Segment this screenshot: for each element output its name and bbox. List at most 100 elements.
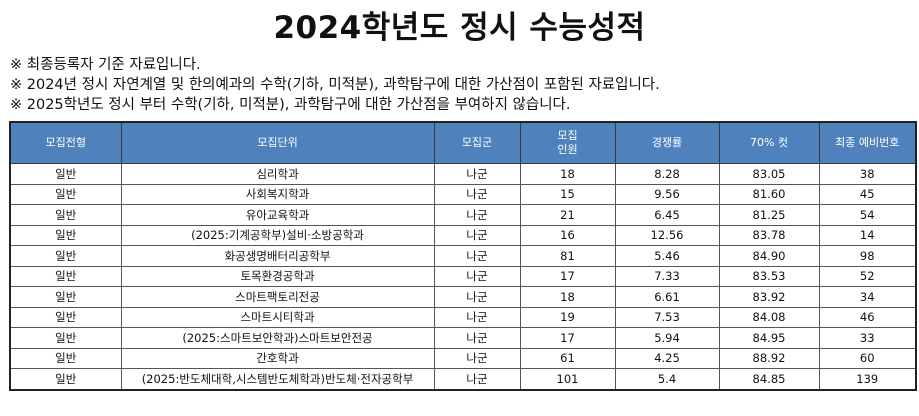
- cell-70-cut: 83.78: [718, 224, 820, 246]
- cell-competition-rate: 8.28: [614, 163, 720, 185]
- cell-recruit-count: 18: [519, 286, 616, 308]
- table-row: 일반 유아교육학과 나군 21 6.45 81.25 54: [9, 204, 917, 226]
- cell-competition-rate: 4.25: [614, 347, 720, 369]
- cell-70-cut: 84.85: [718, 368, 820, 390]
- cell-recruit-type: 일반: [9, 286, 122, 308]
- table-header-row: 모집전형 모집단위 모집군 모집 인원 경쟁률 70% 컷 최종 예비번호: [9, 121, 917, 164]
- cell-competition-rate: 7.33: [614, 265, 720, 287]
- cell-recruit-group: 나군: [433, 204, 521, 226]
- cell-recruit-group: 나군: [433, 163, 521, 185]
- cell-recruit-unit: 심리학과: [120, 163, 435, 185]
- cell-recruit-unit: 사회복지학과: [120, 183, 435, 205]
- table-row: 일반 (2025:스마트보안학과)스마트보안전공 나군 17 5.94 84.95 33: [9, 327, 917, 349]
- cell-recruit-type: 일반: [9, 204, 122, 226]
- cell-recruit-count: 81: [519, 245, 616, 267]
- cell-recruit-type: 일반: [9, 224, 122, 246]
- cell-competition-rate: 6.45: [614, 204, 720, 226]
- cell-recruit-type: 일반: [9, 306, 122, 328]
- header-70-cut: 70% 컷: [718, 121, 820, 164]
- cell-competition-rate: 5.94: [614, 327, 720, 349]
- header-recruit-type: 모집전형: [9, 121, 122, 164]
- cell-70-cut: 83.05: [718, 163, 820, 185]
- cell-recruit-unit: 토목환경공학과: [120, 265, 435, 287]
- header-recruit-count: 모집 인원: [519, 121, 616, 164]
- cell-recruit-count: 21: [519, 204, 616, 226]
- cell-final-waitlist: 14: [818, 224, 917, 246]
- cell-recruit-count: 17: [519, 327, 616, 349]
- cell-recruit-unit: (2025:기계공학부)설비·소방공학과: [120, 224, 435, 246]
- cell-competition-rate: 5.4: [614, 368, 720, 390]
- cell-recruit-type: 일반: [9, 368, 122, 390]
- table-row: 일반 화공생명배터리공학부 나군 81 5.46 84.90 98: [9, 245, 917, 267]
- note-3: ※ 2025학년도 정시 부터 수학(기하, 미적분), 과학탐구에 대한 가산…: [10, 97, 571, 113]
- cell-competition-rate: 6.61: [614, 286, 720, 308]
- table-row: 일반 (2025:반도체대학,시스템반도체학과)반도체·전자공학부 나군 101 5.4…: [9, 368, 917, 390]
- cell-competition-rate: 7.53: [614, 306, 720, 328]
- cell-recruit-type: 일반: [9, 163, 122, 185]
- cell-competition-rate: 5.46: [614, 245, 720, 267]
- cell-final-waitlist: 34: [818, 286, 917, 308]
- cell-recruit-type: 일반: [9, 183, 122, 205]
- cell-final-waitlist: 38: [818, 163, 917, 185]
- cell-recruit-count: 16: [519, 224, 616, 246]
- cell-recruit-unit: 스마트시티학과: [120, 306, 435, 328]
- cell-final-waitlist: 60: [818, 347, 917, 369]
- header-recruit-unit: 모집단위: [120, 121, 435, 164]
- cell-recruit-type: 일반: [9, 265, 122, 287]
- cell-70-cut: 88.92: [718, 347, 820, 369]
- cell-recruit-group: 나군: [433, 347, 521, 369]
- cell-final-waitlist: 33: [818, 327, 917, 349]
- page-title: 2024학년도 정시 수능성적: [273, 10, 646, 46]
- cell-recruit-type: 일반: [9, 347, 122, 369]
- cell-recruit-unit: 스마트팩토리전공: [120, 286, 435, 308]
- cell-final-waitlist: 52: [818, 265, 917, 287]
- cell-recruit-unit: (2025:스마트보안학과)스마트보안전공: [120, 327, 435, 349]
- cell-70-cut: 83.53: [718, 265, 820, 287]
- cell-recruit-unit: (2025:반도체대학,시스템반도체학과)반도체·전자공학부: [120, 368, 435, 390]
- table-row: 일반 사회복지학과 나군 15 9.56 81.60 45: [9, 183, 917, 205]
- cell-recruit-unit: 간호학과: [120, 347, 435, 369]
- table-row: 일반 스마트시티학과 나군 19 7.53 84.08 46: [9, 306, 917, 328]
- cell-competition-rate: 12.56: [614, 224, 720, 246]
- cell-recruit-count: 19: [519, 306, 616, 328]
- cell-competition-rate: 9.56: [614, 183, 720, 205]
- table-body: 일반 심리학과 나군 18 8.28 83.05 38 일반 사회복지학과 나군 15 9.56 81.…: [9, 163, 917, 390]
- cell-recruit-count: 61: [519, 347, 616, 369]
- results-table: 모집전형 모집단위 모집군 모집 인원 경쟁률 70% 컷 최종 예비번호 일반 심리학과 나군 1…: [9, 121, 917, 391]
- cell-recruit-type: 일반: [9, 245, 122, 267]
- cell-final-waitlist: 54: [818, 204, 917, 226]
- table-row: 일반 토목환경공학과 나군 17 7.33 83.53 52: [9, 265, 917, 287]
- cell-recruit-group: 나군: [433, 306, 521, 328]
- cell-final-waitlist: 139: [818, 368, 917, 390]
- cell-70-cut: 81.25: [718, 204, 820, 226]
- cell-recruit-group: 나군: [433, 327, 521, 349]
- cell-70-cut: 83.92: [718, 286, 820, 308]
- cell-recruit-group: 나군: [433, 245, 521, 267]
- header-competition-rate: 경쟁률: [614, 121, 720, 164]
- cell-recruit-count: 15: [519, 183, 616, 205]
- cell-recruit-count: 18: [519, 163, 616, 185]
- cell-recruit-group: 나군: [433, 368, 521, 390]
- table-row: 일반 (2025:기계공학부)설비·소방공학과 나군 16 12.56 83.78 14: [9, 224, 917, 246]
- cell-70-cut: 84.08: [718, 306, 820, 328]
- cell-recruit-count: 17: [519, 265, 616, 287]
- cell-final-waitlist: 46: [818, 306, 917, 328]
- cell-recruit-group: 나군: [433, 265, 521, 287]
- note-2: ※ 2024년 정시 자연계열 및 한의예과의 수학(기하, 미적분), 과학탐…: [10, 77, 660, 93]
- cell-recruit-count: 101: [519, 368, 616, 390]
- cell-recruit-group: 나군: [433, 183, 521, 205]
- cell-final-waitlist: 45: [818, 183, 917, 205]
- cell-70-cut: 84.95: [718, 327, 820, 349]
- cell-recruit-unit: 화공생명배터리공학부: [120, 245, 435, 267]
- notes: ※ 최종등록자 기준 자료입니다. ※ 2024년 정시 자연계열 및 한의예과…: [10, 55, 910, 115]
- cell-final-waitlist: 98: [818, 245, 917, 267]
- cell-recruit-group: 나군: [433, 286, 521, 308]
- header-final-waitlist: 최종 예비번호: [818, 121, 917, 164]
- table-row: 일반 스마트팩토리전공 나군 18 6.61 83.92 34: [9, 286, 917, 308]
- cell-recruit-group: 나군: [433, 224, 521, 246]
- cell-70-cut: 81.60: [718, 183, 820, 205]
- note-1: ※ 최종등록자 기준 자료입니다.: [10, 57, 201, 73]
- cell-recruit-unit: 유아교육학과: [120, 204, 435, 226]
- table-row: 일반 심리학과 나군 18 8.28 83.05 38: [9, 163, 917, 185]
- table-row: 일반 간호학과 나군 61 4.25 88.92 60: [9, 347, 917, 369]
